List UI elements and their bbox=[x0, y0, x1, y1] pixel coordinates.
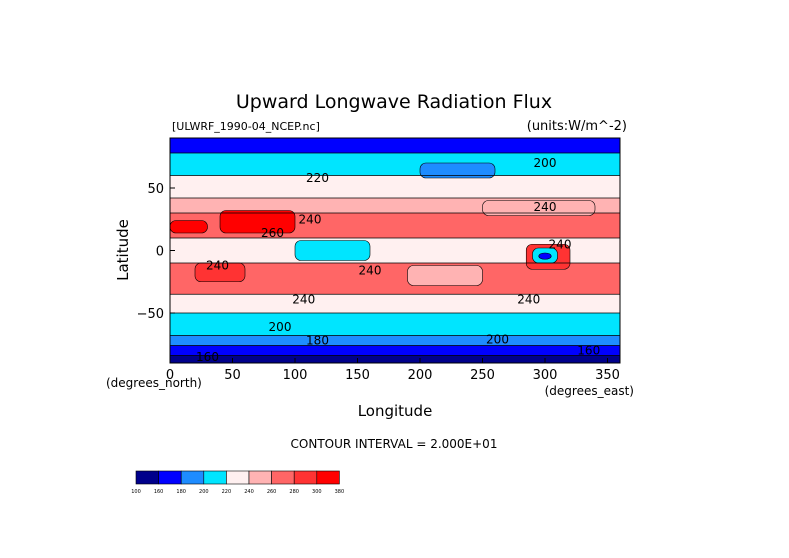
y-tick-label-2: −50 bbox=[137, 307, 164, 322]
y-tick-label-1: 0 bbox=[156, 245, 164, 260]
flux-patch-4 bbox=[538, 252, 552, 260]
x-tick-label-3: 150 bbox=[345, 368, 370, 383]
legend-level-5: 240 bbox=[244, 489, 254, 495]
flux-band-1 bbox=[170, 153, 620, 176]
legend-swatch-4 bbox=[226, 470, 250, 485]
contour-label-9: 240 bbox=[517, 292, 540, 306]
legend-swatch-2 bbox=[180, 470, 205, 485]
flux-band-11 bbox=[170, 355, 620, 363]
flux-band-7 bbox=[170, 294, 620, 313]
plot-area bbox=[169, 138, 620, 363]
flux-band-0 bbox=[170, 138, 620, 153]
flux-patch-0 bbox=[219, 210, 296, 234]
contour-label-5: 240 bbox=[549, 237, 572, 251]
contour-label-7: 240 bbox=[359, 264, 382, 278]
flux-band-9 bbox=[170, 335, 620, 346]
x-tick-label-1: 50 bbox=[224, 368, 241, 383]
x-unit-label: (degrees_east) bbox=[545, 384, 634, 398]
color-legend: 100 160 180 200 220 240 260 280 300 380 bbox=[131, 470, 345, 495]
legend-swatch-8 bbox=[316, 470, 340, 485]
legend-level-4: 220 bbox=[222, 489, 232, 495]
legend-swatch-0 bbox=[135, 470, 159, 485]
y-unit-label: (degrees_north) bbox=[106, 376, 202, 390]
legend-swatch-1 bbox=[158, 470, 182, 485]
y-axis: 50 0 −50 bbox=[137, 182, 175, 322]
legend-level-8: 300 bbox=[312, 489, 322, 495]
contour-label-8: 240 bbox=[292, 292, 315, 306]
x-tick-label-5: 250 bbox=[470, 368, 495, 383]
contour-label-11: 180 bbox=[306, 334, 329, 348]
legend-swatch-6 bbox=[271, 470, 295, 485]
legend-swatch-3 bbox=[203, 470, 227, 485]
x-axis-label: Longitude bbox=[358, 402, 433, 420]
flux-band-8 bbox=[170, 313, 620, 336]
x-tick-label-4: 200 bbox=[408, 368, 433, 383]
contour-interval-label: CONTOUR INTERVAL = 2.000E+01 bbox=[291, 437, 498, 451]
legend-swatch-5 bbox=[248, 470, 272, 485]
flux-band-10 bbox=[170, 345, 620, 356]
x-tick-label-2: 100 bbox=[283, 368, 308, 383]
chart-title: Upward Longwave Radiation Flux bbox=[236, 91, 552, 113]
legend-level-2: 180 bbox=[176, 489, 186, 495]
flux-patch-5 bbox=[482, 200, 596, 216]
contour-label-6: 240 bbox=[206, 259, 229, 273]
source-file-label: [ULWRF_1990-04_NCEP.nc] bbox=[172, 120, 320, 133]
flux-patch-6 bbox=[294, 240, 371, 261]
x-tick-label-0: 0 bbox=[166, 368, 174, 383]
legend-level-1: 160 bbox=[154, 489, 164, 495]
contour-label-14: 160 bbox=[577, 344, 600, 358]
flux-patch-7 bbox=[419, 162, 496, 179]
contour-label-0: 200 bbox=[534, 156, 557, 170]
flux-patch-1 bbox=[169, 220, 208, 234]
contour-label-2: 240 bbox=[534, 200, 557, 214]
legend-level-6: 260 bbox=[267, 489, 277, 495]
legend-level-3: 200 bbox=[199, 489, 209, 495]
x-axis: 0 50 100 150 200 250 300 350 bbox=[166, 358, 620, 383]
legend-level-9: 380 bbox=[335, 489, 345, 495]
legend-level-0: 100 bbox=[131, 489, 141, 495]
contour-label-12: 200 bbox=[486, 332, 509, 346]
units-label: (units:W/m^-2) bbox=[527, 119, 627, 134]
contour-label-1: 220 bbox=[306, 171, 329, 185]
contour-label-4: 260 bbox=[261, 226, 284, 240]
legend-swatch-7 bbox=[293, 470, 318, 485]
y-axis-label: Latitude bbox=[114, 219, 132, 281]
contour-label-13: 160 bbox=[196, 350, 219, 364]
flux-band-2 bbox=[170, 175, 620, 198]
contour-label-10: 200 bbox=[269, 320, 292, 334]
y-tick-label-0: 50 bbox=[147, 182, 164, 197]
contour-label-3: 240 bbox=[299, 212, 322, 226]
x-tick-label-6: 300 bbox=[533, 368, 558, 383]
x-tick-label-7: 350 bbox=[595, 368, 620, 383]
flux-patch-9 bbox=[407, 265, 483, 286]
legend-level-7: 280 bbox=[289, 489, 299, 495]
